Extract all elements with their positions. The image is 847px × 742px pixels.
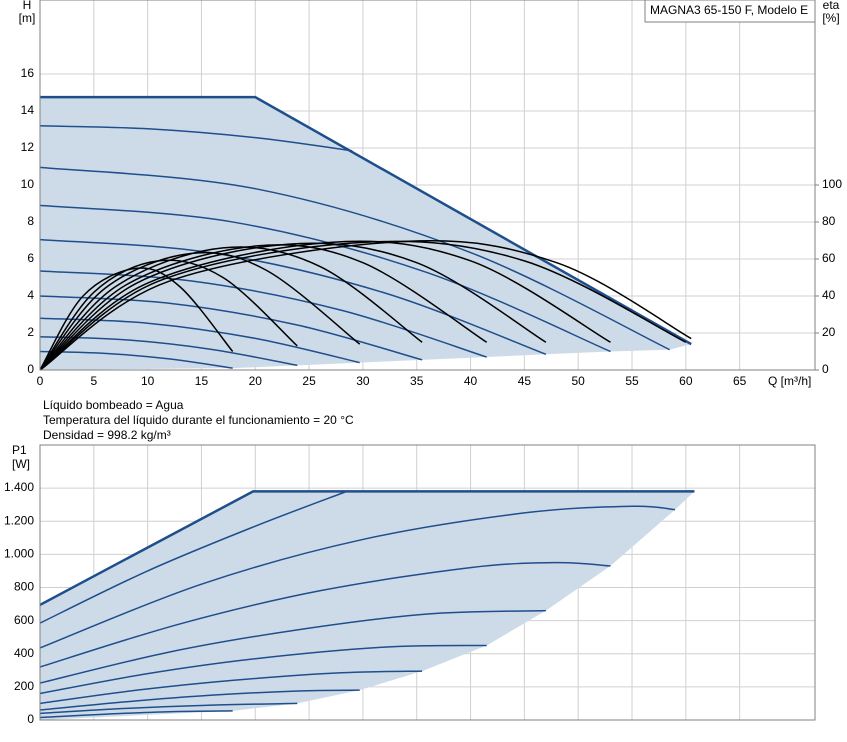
y-tick-label: 4 <box>27 288 34 302</box>
efficiency-curve <box>40 240 692 370</box>
x-tick-label: 65 <box>733 374 747 388</box>
y2-tick-label: 0 <box>822 362 829 376</box>
y-axis-unit: [m] <box>19 11 36 25</box>
x-tick-label: 0 <box>37 374 44 388</box>
efficiency-curve <box>40 240 611 370</box>
y-tick-label: 800 <box>14 580 34 594</box>
y-tick-label: 0 <box>27 712 34 726</box>
x-tick-label: 60 <box>679 374 693 388</box>
note: Temperatura del líquido durante el funci… <box>43 413 354 427</box>
y-axis-label: H <box>23 0 32 12</box>
y-tick-label: 0 <box>27 362 34 376</box>
y-tick-label: 14 <box>21 103 35 117</box>
x-tick-label: 45 <box>518 374 532 388</box>
performance-curve <box>40 490 695 606</box>
performance-curve <box>40 561 611 668</box>
performance-curve <box>40 238 547 355</box>
note: Densidad = 998.2 kg/m³ <box>43 428 171 442</box>
y-tick-label: 200 <box>14 679 34 693</box>
y2-tick-label: 100 <box>822 177 842 191</box>
x-axis-label: Q [m³/h] <box>768 374 811 388</box>
y-axis-unit: [W] <box>12 457 30 471</box>
performance-curve <box>40 710 233 719</box>
performance-curve <box>40 95 692 346</box>
y-tick-label: 8 <box>27 214 34 228</box>
x-tick-label: 20 <box>249 374 263 388</box>
plot-frame <box>39 444 816 721</box>
y-tick-label: 2 <box>27 325 34 339</box>
x-tick-label: 30 <box>356 374 370 388</box>
plot <box>40 0 815 370</box>
y2-tick-label: 80 <box>822 214 836 228</box>
performance-curve <box>40 295 423 361</box>
y2-tick-label: 60 <box>822 251 836 265</box>
performance-curve <box>40 505 676 649</box>
performance-curve <box>40 689 360 711</box>
x-tick-label: 10 <box>141 374 155 388</box>
y-tick-label: 16 <box>21 66 35 80</box>
x-tick-label: 15 <box>195 374 209 388</box>
efficiency-curve <box>40 240 687 370</box>
performance-curve <box>40 350 233 369</box>
x-tick-label: 40 <box>464 374 478 388</box>
efficiency-curve <box>40 244 488 370</box>
chart-title: MAGNA3 65-150 F, Modelo E <box>650 3 808 17</box>
performance-curve <box>40 125 353 152</box>
performance-curve <box>40 166 671 351</box>
performance-curve <box>40 670 423 705</box>
title-box <box>644 0 816 23</box>
y-tick-label: 600 <box>14 613 34 627</box>
x-tick-label: 5 <box>90 374 97 388</box>
y-tick-label: 6 <box>27 251 34 265</box>
y2-axis-label: eta <box>823 0 840 12</box>
efficiency-curve <box>40 242 547 370</box>
x-tick-label: 55 <box>625 374 639 388</box>
operating-area <box>40 491 695 720</box>
performance-curve <box>40 490 348 624</box>
y2-tick-label: 40 <box>822 288 836 302</box>
performance-curve <box>40 702 298 715</box>
y2-tick-label: 20 <box>822 325 836 339</box>
y-tick-label: 1.400 <box>4 480 34 494</box>
performance-curve <box>40 317 360 364</box>
performance-curve <box>40 204 611 353</box>
y2-axis-unit: [%] <box>822 11 839 25</box>
note: Líquido bombeado = Agua <box>43 398 184 412</box>
performance-curve <box>40 270 487 358</box>
y-tick-label: 400 <box>14 646 34 660</box>
plot <box>40 445 815 720</box>
performance-curve <box>40 644 487 695</box>
y-axis-label: P1 <box>12 443 27 457</box>
efficiency-curve <box>40 267 234 370</box>
x-tick-label: 35 <box>410 374 424 388</box>
y-tick-label: 12 <box>21 140 35 154</box>
y-tick-label: 10 <box>21 177 35 191</box>
x-tick-label: 50 <box>572 374 586 388</box>
x-tick-label: 25 <box>302 374 316 388</box>
y-tick-label: 1.000 <box>4 547 34 561</box>
efficiency-curve <box>40 246 423 370</box>
y-tick-label: 1.200 <box>4 513 34 527</box>
operating-area <box>40 97 692 370</box>
performance-curve <box>40 609 546 684</box>
